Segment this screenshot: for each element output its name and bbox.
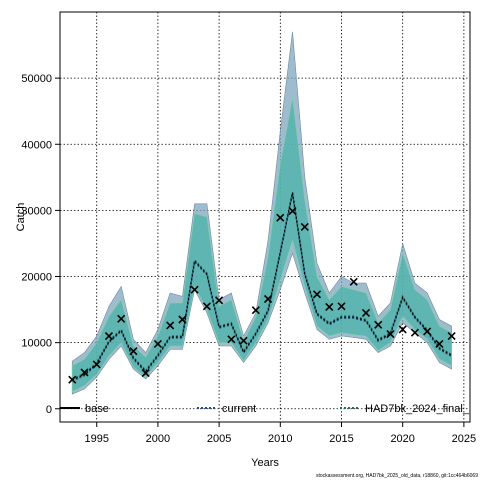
observed-point: [361, 308, 371, 317]
observed-point-stroke: [447, 331, 456, 341]
legend-entry: HAD7bk_2024_final_: [340, 403, 470, 415]
observed-point: [202, 302, 211, 311]
observed-point: [312, 290, 322, 299]
observed-point: [263, 294, 273, 304]
observed-point: [423, 327, 432, 336]
observed-point-stroke: [423, 327, 432, 336]
legend-entry: base: [60, 403, 109, 415]
observed-point-stroke: [349, 277, 358, 286]
observed-point-stroke: [92, 360, 101, 369]
observed-point: [141, 368, 150, 378]
observed-point-stroke: [312, 290, 322, 299]
observed-point: [104, 331, 114, 341]
observed-point: [447, 331, 456, 341]
observed-point: [92, 360, 101, 369]
observed-point: [215, 296, 224, 305]
observed-point-stroke: [361, 308, 371, 317]
observed-point: [276, 213, 285, 222]
observed-point-stroke: [337, 302, 346, 311]
observed-point-stroke: [153, 339, 162, 349]
observed-point-stroke: [398, 325, 407, 334]
observed-point-stroke: [435, 339, 444, 349]
y-tick-label: 30000: [21, 205, 52, 217]
observed-point-stroke: [104, 331, 114, 341]
x-tick-label: 2010: [268, 433, 292, 445]
observed-point-stroke: [80, 368, 89, 377]
y-tick-label: 50000: [21, 73, 52, 85]
observed-point: [435, 339, 444, 349]
observed-point-stroke: [141, 368, 150, 378]
observed-point: [190, 285, 199, 294]
observed-point: [410, 328, 419, 337]
axis-ticks: 1995 2000 2005 2010 2015 2020 2025 0 10000 20000 3…: [21, 73, 476, 445]
observed-point-stroke: [117, 314, 126, 323]
x-tick-label: 2015: [329, 433, 353, 445]
observed-point-stroke: [202, 302, 211, 311]
observed-point-stroke: [410, 328, 419, 337]
plot-frame: [59, 11, 471, 423]
final-assessment-line: [71, 191, 453, 380]
observed-point-stroke: [129, 347, 138, 356]
observed-point: [129, 347, 138, 356]
observed-point: [398, 325, 407, 334]
legend-label: base: [85, 403, 109, 415]
observed-point: [178, 315, 187, 324]
observed-point-stroke: [374, 320, 383, 329]
observed-point: [337, 302, 346, 311]
observed-point: [325, 302, 334, 312]
y-tick-label: 20000: [21, 272, 52, 284]
observed-point: [386, 329, 395, 339]
observed-point-stroke: [227, 335, 236, 344]
observed-point-stroke: [276, 213, 285, 222]
observed-point: [80, 368, 89, 377]
observed-point: [374, 320, 383, 329]
y-tick-label: 40000: [21, 139, 52, 151]
x-tick-label: 2000: [146, 433, 170, 445]
observed-point: [153, 339, 162, 349]
observed-point: [251, 306, 260, 315]
observed-point: [349, 277, 358, 286]
observed-point: [68, 375, 77, 384]
observed-point-stroke: [288, 206, 297, 216]
y-axis-title: Catch: [15, 203, 27, 232]
legend-entry: current: [197, 403, 256, 415]
x-axis-title: Years: [251, 457, 279, 469]
observed-point-stroke: [251, 306, 260, 315]
observed-point-stroke: [178, 315, 187, 324]
observed-point: [300, 222, 309, 231]
x-tick-label: 2005: [207, 433, 231, 445]
legend: base current HAD7bk_2024_final_: [60, 403, 470, 415]
observed-points: [68, 206, 456, 384]
observed-point-stroke: [166, 321, 175, 330]
y-tick-label: 10000: [21, 338, 52, 350]
observed-point: [166, 321, 175, 330]
observed-point-stroke: [68, 375, 77, 384]
observed-point: [239, 336, 248, 345]
observed-point: [288, 206, 297, 216]
observed-point-stroke: [215, 296, 224, 305]
observed-point-stroke: [190, 285, 199, 294]
legend-label: current: [222, 403, 256, 415]
observed-point: [227, 335, 236, 344]
observed-point-stroke: [239, 336, 248, 345]
observed-point: [117, 314, 126, 323]
x-tick-label: 2020: [390, 433, 414, 445]
footnote: stockassessment.org, HAD7bk_2025_old_dat…: [316, 473, 478, 479]
observed-point-stroke: [386, 329, 395, 339]
y-tick-label: 0: [46, 404, 52, 416]
observed-point-stroke: [325, 302, 334, 312]
observed-point-stroke: [300, 222, 309, 231]
observed-point-stroke: [263, 294, 273, 304]
x-tick-label: 1995: [84, 433, 108, 445]
x-tick-label: 2025: [452, 433, 476, 445]
base-line: [71, 192, 452, 381]
legend-label: HAD7bk_2024_final_: [365, 403, 470, 415]
